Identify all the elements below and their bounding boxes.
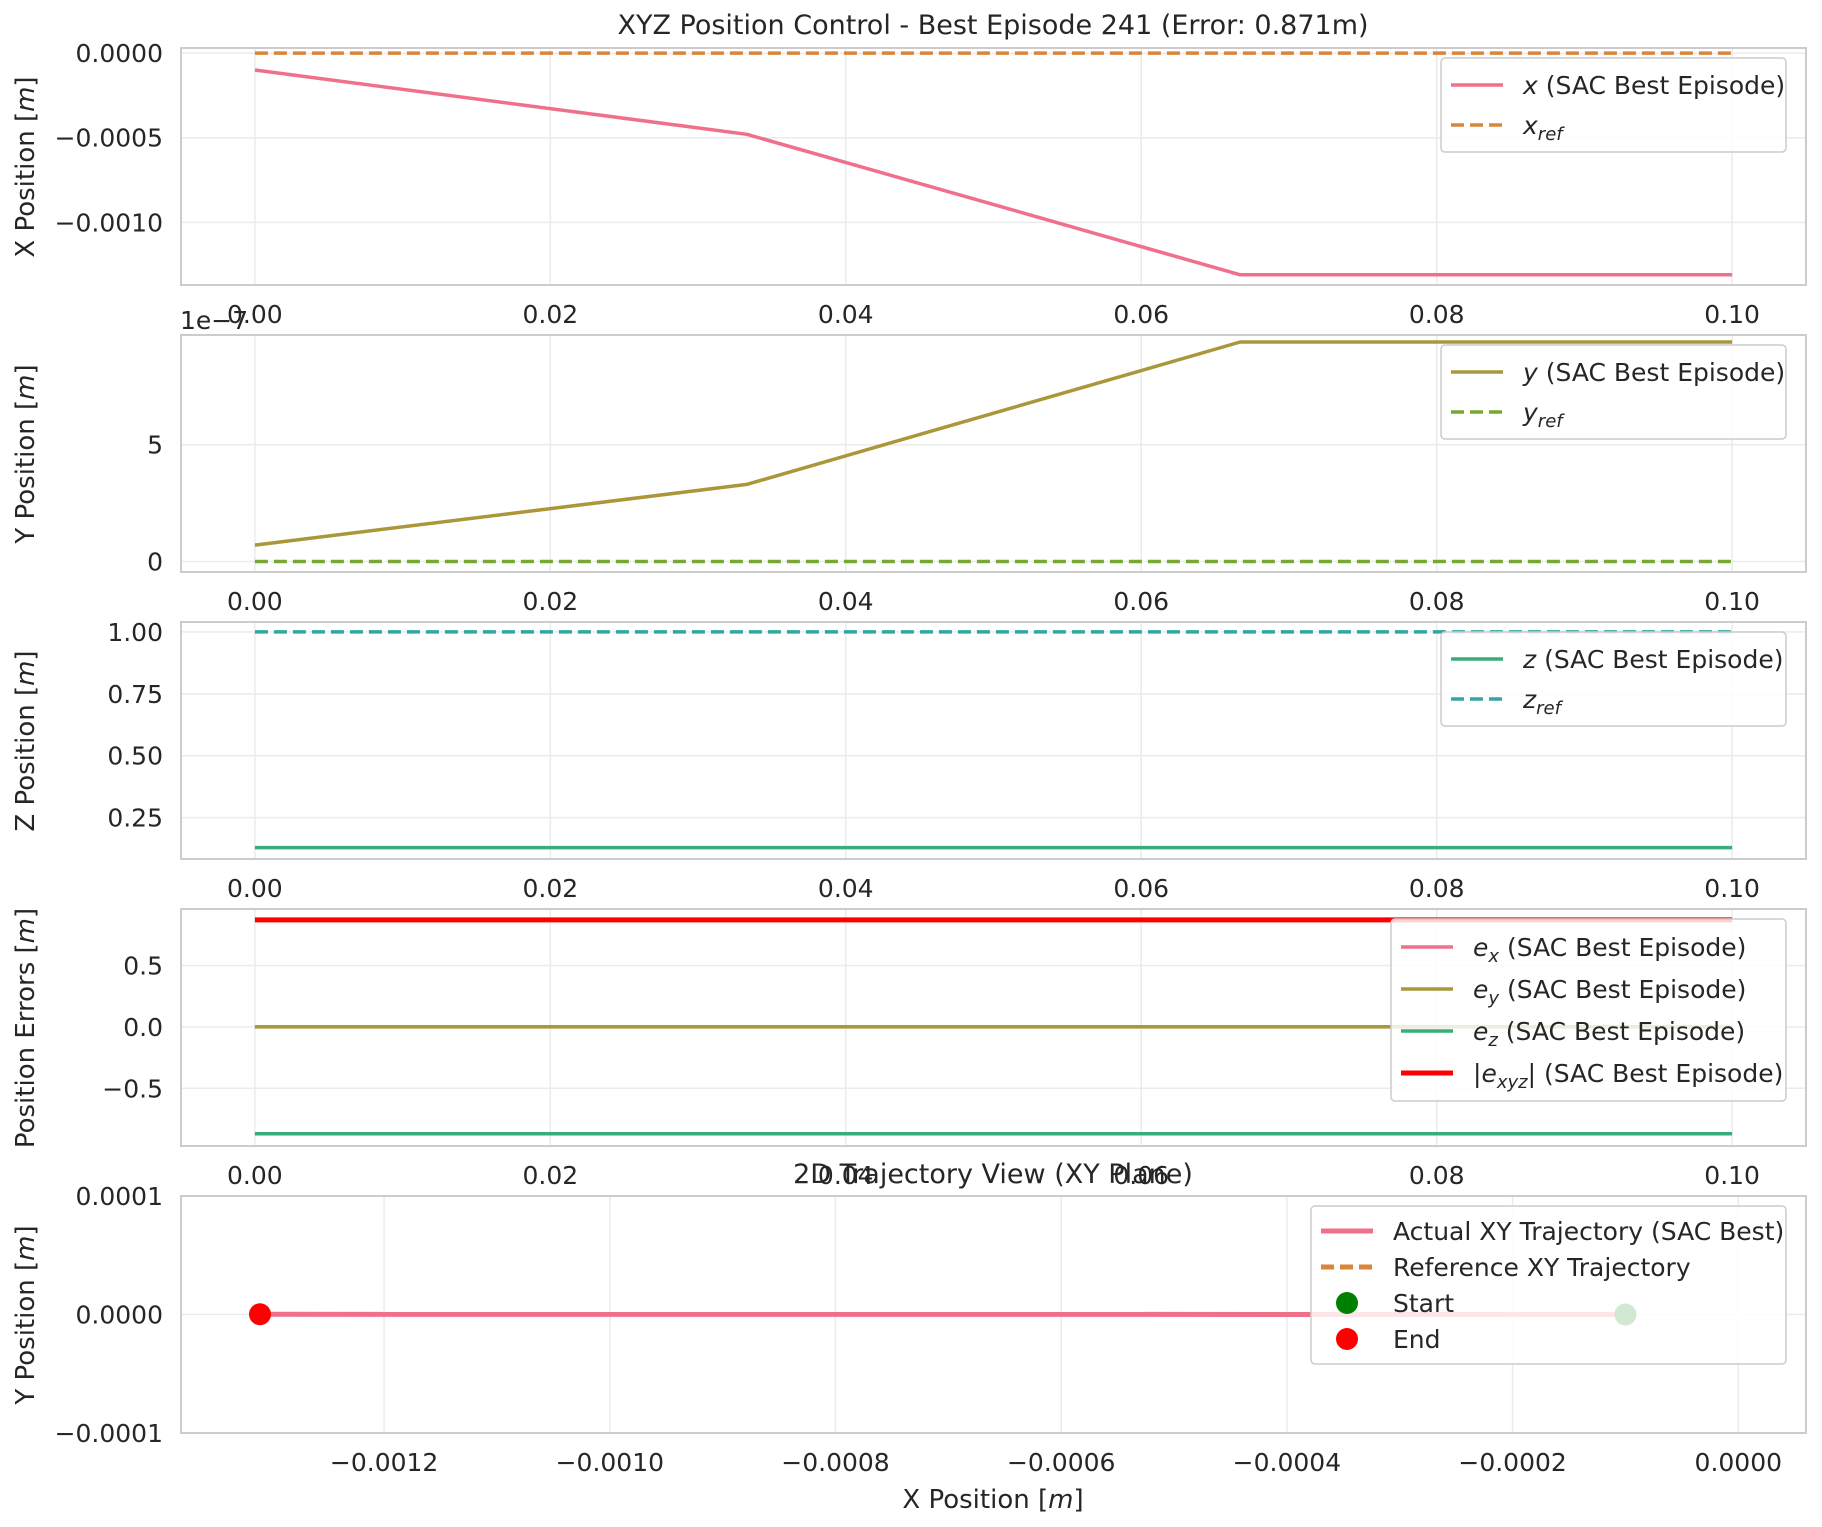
- z-legend-label: zref: [1522, 685, 1564, 719]
- z-xtick-label: 0.02: [522, 874, 578, 903]
- y-xtick-label: 0.00: [227, 587, 283, 616]
- traj-legend-swatch: [1336, 1292, 1358, 1314]
- z-legend-label: z (SAC Best Episode): [1522, 645, 1783, 674]
- traj-legend: Actual XY Trajectory (SAC Best) Reference…: [1310, 1205, 1787, 1365]
- err-legend-label: ez (SAC Best Episode): [1473, 1017, 1745, 1051]
- z-ytick-label: 1.00: [107, 618, 163, 647]
- subplot-y-position: 1e−7 Y Position [m] 0.00 0.02 0.04 0.06 0.08…: [11, 306, 1807, 616]
- err-xtick-label: 0.00: [227, 1161, 283, 1190]
- x-xtick-label: 0.04: [818, 300, 874, 329]
- z-xtick-label: 0.06: [1113, 874, 1169, 903]
- traj-legend-label: Reference XY Trajectory: [1393, 1253, 1691, 1282]
- x-ytick-label: −0.0010: [55, 208, 163, 237]
- err-xtick-label: 0.02: [522, 1161, 578, 1190]
- x-xtick-label: 0.06: [1113, 300, 1169, 329]
- traj-marker-end: [248, 1303, 271, 1326]
- traj-axes-frame: [180, 1195, 1807, 1434]
- x-xtick-label: 0.00: [227, 300, 283, 329]
- traj-legend-frame: [1310, 1205, 1787, 1365]
- traj-ytick-label: 0.0000: [76, 1301, 163, 1330]
- traj-xtick-label: −0.0012: [330, 1448, 438, 1477]
- x-axes-frame: [180, 47, 1807, 286]
- y-legend-frame: [1440, 344, 1787, 440]
- traj-legend-label: Start: [1393, 1289, 1454, 1318]
- z-ytick-label: 0.50: [107, 742, 163, 771]
- x-legend: x (SAC Best Episode) xref: [1440, 57, 1787, 153]
- z-xtick-label: 0.10: [1704, 874, 1760, 903]
- x-xtick-label: 0.08: [1409, 300, 1465, 329]
- err-xtick-label: 0.08: [1409, 1161, 1465, 1190]
- traj-xtick-label: −0.0006: [1007, 1448, 1115, 1477]
- z-xtick-label: 0.08: [1409, 874, 1465, 903]
- z-ytick-label: 0.25: [107, 804, 163, 833]
- traj-xtick-label: −0.0008: [781, 1448, 889, 1477]
- err-axes-frame: [180, 908, 1807, 1147]
- y-axes-frame: [180, 334, 1807, 573]
- err-xtick-label: 0.04: [818, 1161, 874, 1190]
- errors-ylabel: Position Errors [m]: [11, 908, 41, 1148]
- z-xtick-label: 0.00: [227, 874, 283, 903]
- z-legend: z (SAC Best Episode) zref: [1440, 631, 1787, 727]
- traj-ytick-label: 0.0001: [76, 1182, 163, 1211]
- z-axes-frame: [180, 621, 1807, 860]
- y-legend: y (SAC Best Episode) yref: [1440, 344, 1787, 440]
- y-xtick-label: 0.04: [818, 587, 874, 616]
- err-legend: ex (SAC Best Episode) ey (SAC Best Episod…: [1390, 918, 1787, 1102]
- subplot-z-position: Z Position [m] 0.00 0.02 0.04 0.06 0.08 0.10 1…: [11, 618, 1807, 903]
- err-legend-label: ey (SAC Best Episode): [1473, 975, 1746, 1009]
- traj-xtick-label: −0.0004: [1233, 1448, 1341, 1477]
- x-ylabel: X Position [m]: [11, 76, 41, 257]
- err-legend-frame: [1390, 918, 1787, 1102]
- traj-xtick-label: −0.0002: [1458, 1448, 1566, 1477]
- trajectory-xlabel: X Position [m]: [902, 1485, 1083, 1515]
- err-xtick-label: 0.10: [1704, 1161, 1760, 1190]
- trajectory-ylabel: Y Position [m]: [11, 1225, 41, 1405]
- x-xtick-label: 0.10: [1704, 300, 1760, 329]
- x-xtick-label: 0.02: [522, 300, 578, 329]
- figure-title: XYZ Position Control - Best Episode 241 …: [617, 10, 1368, 41]
- z-xtick-label: 0.04: [818, 874, 874, 903]
- y-xtick-label: 0.08: [1409, 587, 1465, 616]
- err-ytick-label: 0.5: [123, 951, 163, 980]
- subplot-xy-trajectory: 2D Trajectory View (XY Plane) Y Position…: [11, 1159, 1807, 1515]
- y-ylabel: Y Position [m]: [11, 364, 41, 544]
- err-ytick-label: −0.5: [102, 1074, 163, 1103]
- z-ylabel: Z Position [m]: [11, 650, 41, 831]
- x-series-line-0: [254, 68, 1733, 277]
- y-ytick-label: 5: [147, 431, 163, 460]
- traj-legend-swatch: [1336, 1328, 1358, 1350]
- subplot-x-position: XYZ Position Control - Best Episode 241 …: [11, 10, 1807, 329]
- x-legend-label: x (SAC Best Episode): [1522, 71, 1785, 100]
- x-ytick-label: 0.0000: [76, 39, 163, 68]
- y-series-line-0: [254, 340, 1733, 547]
- y-xtick-label: 0.02: [522, 587, 578, 616]
- x-ytick-label: −0.0005: [55, 124, 163, 153]
- z-legend-frame: [1440, 631, 1787, 727]
- x-legend-label: xref: [1522, 111, 1565, 145]
- err-legend-label: ex (SAC Best Episode): [1473, 933, 1746, 967]
- traj-legend-label: End: [1393, 1325, 1441, 1354]
- traj-xtick-label: 0.0000: [1695, 1448, 1782, 1477]
- trajectory-title: 2D Trajectory View (XY Plane): [793, 1159, 1193, 1190]
- y-offset-text: 1e−7: [180, 306, 248, 335]
- z-ytick-label: 0.75: [107, 680, 163, 709]
- err-ytick-label: 0.0: [123, 1013, 163, 1042]
- y-legend-label: y (SAC Best Episode): [1522, 358, 1785, 387]
- y-ytick-label: 0: [147, 547, 163, 576]
- subplot-position-errors: Position Errors [m] 0.00 0.02 0.04 0.06 0.08…: [11, 908, 1807, 1190]
- traj-ytick-label: −0.0001: [55, 1419, 163, 1448]
- x-legend-frame: [1440, 57, 1787, 153]
- y-legend-label: yref: [1522, 398, 1565, 432]
- traj-xtick-label: −0.0010: [556, 1448, 664, 1477]
- traj-legend-label: Actual XY Trajectory (SAC Best): [1393, 1217, 1784, 1246]
- y-xtick-label: 0.06: [1113, 587, 1169, 616]
- err-xtick-label: 0.06: [1113, 1161, 1169, 1190]
- y-xtick-label: 0.10: [1704, 587, 1760, 616]
